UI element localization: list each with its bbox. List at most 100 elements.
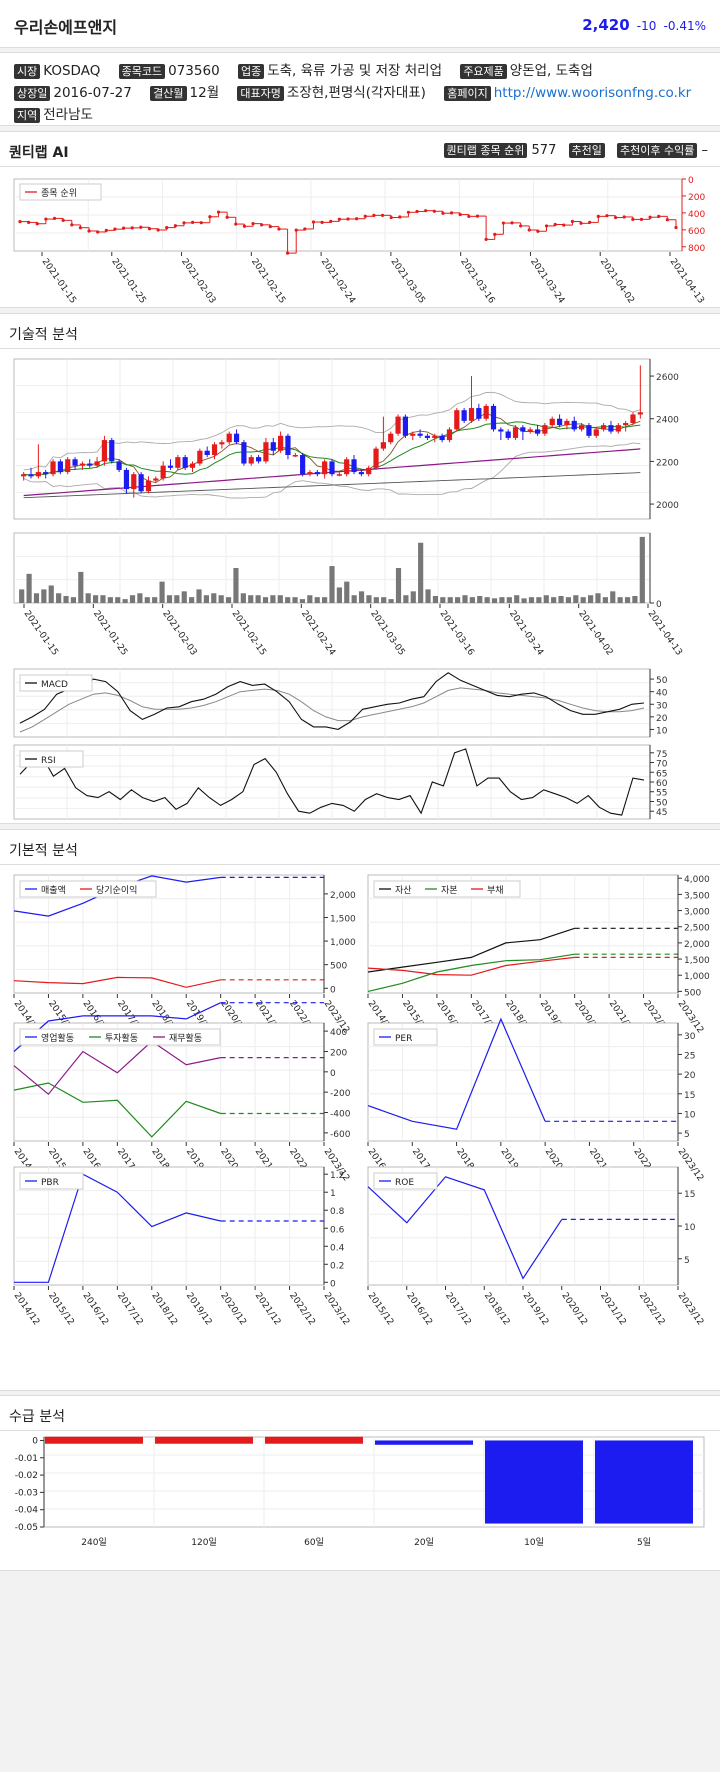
rank-point	[510, 221, 514, 225]
cashflow-y-tick-label: 400	[330, 1028, 347, 1038]
roe-legend	[373, 1172, 438, 1190]
price-candle	[388, 433, 394, 443]
rank-x-xtick-label: 2021-03-16	[458, 257, 496, 306]
roe-legend-label: ROE	[395, 1178, 414, 1188]
volume-bar	[174, 595, 180, 603]
pbr-x-xtick-label: 2021/12	[253, 1291, 283, 1327]
rank-point	[424, 209, 428, 213]
rank-point	[27, 220, 31, 224]
rank-point	[579, 221, 583, 225]
price-ma120	[23, 472, 641, 499]
rsi-legend-label: RSI	[41, 756, 56, 766]
volume-bar	[551, 597, 557, 603]
price-candle	[527, 429, 533, 432]
roe-x-xtick-label: 2020/12	[559, 1291, 589, 1327]
quantilab-title: 퀀티랩 AI	[9, 145, 69, 161]
quantilab-card: 퀀티랩 AI 퀀티랩 종목 순위 577 추천일 추천이후 수익률 – 0 200…	[0, 131, 720, 308]
market-value: KOSDAQ	[43, 63, 101, 79]
cashflow-legend	[19, 1028, 221, 1046]
rank-point	[121, 226, 126, 230]
rank-x-xtick-label: 2021-03-05	[388, 257, 426, 306]
price-candle	[498, 429, 504, 432]
supply-category-label: 5일	[637, 1537, 651, 1548]
price-candle	[593, 429, 599, 436]
volume-bar	[351, 595, 357, 603]
price-candle	[468, 408, 475, 421]
volume-bar	[26, 573, 32, 603]
tech-charts: 200022002400260005,000,00010,000,00015,0…	[13, 358, 684, 820]
rank-x-xtick-label: 2021-01-15	[40, 257, 78, 306]
price-candle	[461, 410, 467, 421]
price-candle	[138, 474, 144, 492]
per-y-tick-label: 10	[684, 1110, 696, 1120]
supply-y-tick-label: 0	[32, 1436, 38, 1446]
price-candle	[285, 435, 291, 455]
assets-y-tick-label: 2,000	[684, 940, 710, 950]
rank-point	[147, 227, 152, 231]
pbr-x-xtick-label: 2018/12	[149, 1291, 179, 1327]
assets-legend-label: 자산	[395, 885, 412, 896]
volume-bar	[285, 597, 291, 603]
rank-point	[484, 237, 488, 241]
supply-y-tick-label: -0.02	[15, 1471, 38, 1481]
assets-legend-label: 자본	[441, 885, 458, 896]
rank-point	[458, 212, 462, 217]
per-y-tick-label: 5	[684, 1130, 690, 1140]
rank-point	[337, 217, 341, 221]
volume-bar	[166, 595, 173, 603]
cashflow-series-line	[13, 1082, 221, 1138]
volume-x-xtick-label: 2021-02-24	[299, 609, 337, 658]
per-series-line	[367, 1017, 546, 1130]
sales-y-tick-label: 2,000	[330, 891, 356, 901]
rank-point	[380, 213, 385, 217]
price-candle	[167, 465, 174, 468]
volume-bar	[425, 589, 431, 603]
price-candle	[380, 442, 386, 449]
rank-point	[208, 215, 212, 219]
supply-bar	[45, 1436, 143, 1444]
cashflow-y-tick-label: -200	[330, 1089, 351, 1099]
code-label: 종목코드	[118, 64, 166, 79]
volume-bar	[41, 589, 47, 603]
assets-y-tick-label: 4,000	[684, 875, 710, 885]
rank-point	[363, 214, 367, 218]
pbr-y-tick-label: 0.4	[330, 1243, 345, 1253]
price-candle	[211, 444, 218, 455]
volume-bar	[610, 591, 616, 603]
pbr-x-xtick-label: 2019/12	[184, 1291, 214, 1327]
homepage-link[interactable]: http://www.woorisonfng.co.kr	[493, 85, 692, 101]
macd-legend-label: MACD	[41, 680, 68, 690]
rank-point	[191, 220, 195, 224]
price-candle	[307, 472, 313, 475]
price-y-tick-label: 2000	[656, 501, 679, 511]
rank-point	[18, 220, 22, 224]
roe-y-tick-label: 10	[684, 1223, 696, 1233]
volume-bar	[203, 595, 209, 603]
volume-bar	[580, 597, 586, 603]
volume-bar	[92, 595, 99, 603]
volume-bar	[299, 599, 306, 603]
assets-legend	[373, 880, 521, 898]
volume-bar	[240, 593, 246, 603]
rank-y-tick-label: 0	[688, 176, 694, 186]
volume-bar	[373, 597, 379, 603]
header-card: 우리손에프앤지 2,420 -10 -0.41%	[0, 0, 720, 48]
price-candle	[72, 459, 78, 466]
roe-series-line	[367, 1176, 563, 1280]
quantilab-meta: 퀀티랩 종목 순위 577 추천일 추천이후 수익률 –	[443, 142, 708, 158]
rank-point	[432, 209, 436, 213]
volume-bar	[248, 595, 254, 603]
supply-y-tick-label: -0.04	[15, 1506, 39, 1516]
rank-value: 577	[531, 143, 557, 158]
volume-bar	[56, 593, 62, 603]
rank-point	[657, 214, 661, 218]
price-candle	[520, 427, 526, 432]
rank-point	[277, 227, 281, 231]
rank-point	[639, 217, 644, 221]
volume-bar	[558, 596, 564, 603]
volume-bar	[292, 597, 298, 603]
supply-category-label: 60일	[304, 1537, 324, 1548]
supply-y-tick-label: -0.03	[15, 1488, 38, 1498]
rank-point	[346, 217, 350, 221]
